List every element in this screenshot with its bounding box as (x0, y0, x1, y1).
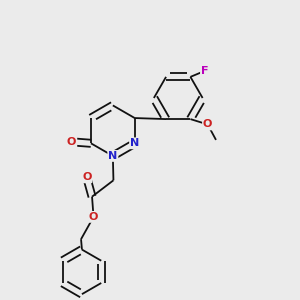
Text: O: O (89, 212, 98, 222)
Text: O: O (82, 172, 92, 182)
Text: N: N (130, 138, 140, 148)
Text: O: O (67, 137, 76, 147)
Text: F: F (201, 66, 208, 76)
Text: N: N (108, 151, 118, 161)
Text: O: O (203, 119, 212, 129)
